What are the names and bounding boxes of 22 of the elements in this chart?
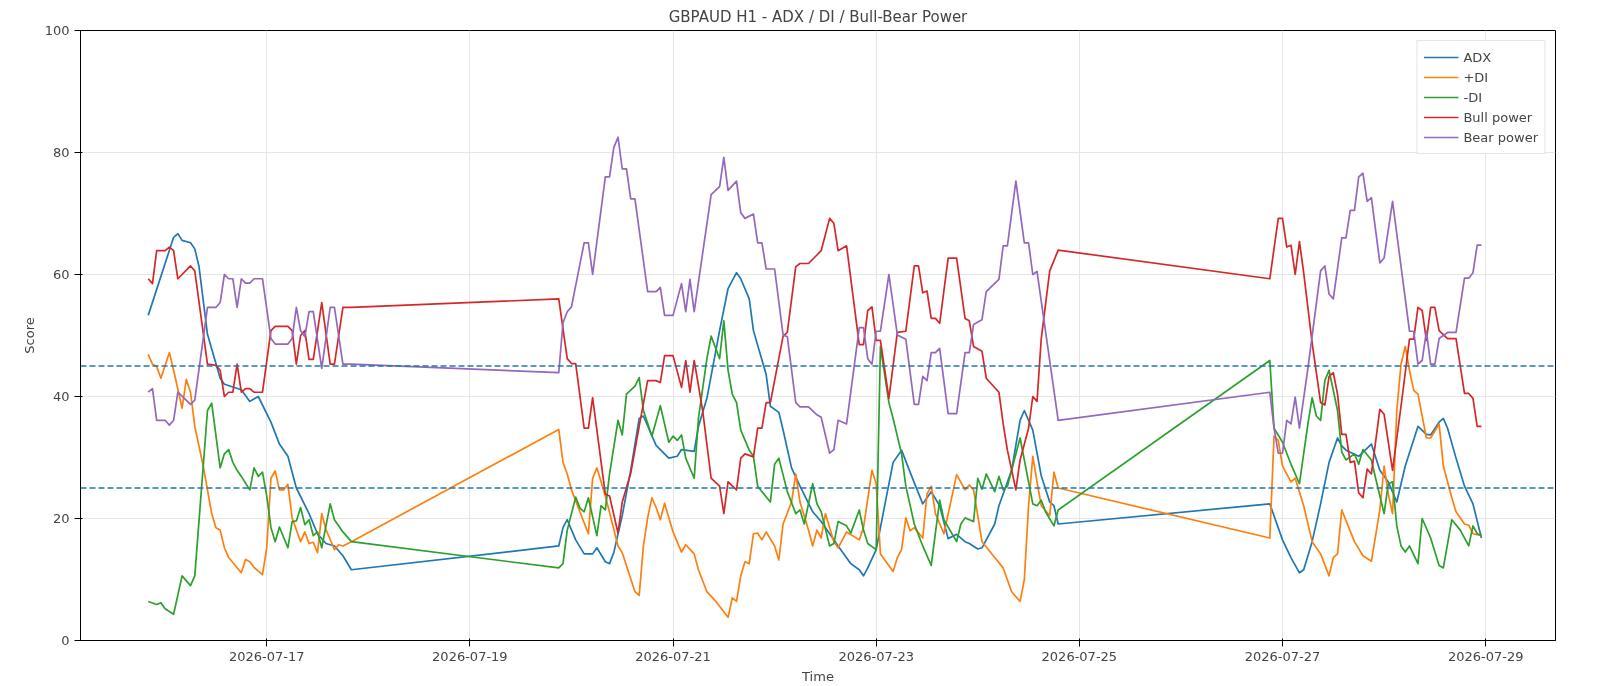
y-tick-label: 0: [61, 633, 70, 648]
y-tick-label: 100: [44, 23, 70, 38]
legend-label: Bull power: [1463, 109, 1533, 125]
line-series: [147, 217, 1483, 534]
x-tick-label: 2026-07-19: [432, 648, 508, 664]
y-tick-label: 80: [52, 145, 70, 160]
y-tick-label: 20: [52, 511, 70, 526]
legend-label: ADX: [1463, 49, 1492, 65]
x-tick-label: 2026-07-29: [1447, 648, 1524, 664]
legend-label: -DI: [1463, 89, 1483, 105]
x-tick-label: 2026-07-25: [1041, 648, 1118, 664]
y-tick-label: 40: [52, 389, 70, 404]
x-axis-title: Time: [801, 668, 834, 684]
x-tick-label: 2026-07-27: [1244, 648, 1321, 664]
chart-title: GBPAUD H1 - ADX / DI / Bull-Bear Power: [668, 7, 969, 26]
x-tick-label: 2026-07-21: [635, 648, 711, 664]
y-tick-label: 60: [52, 267, 70, 282]
legend-label: +DI: [1463, 69, 1489, 85]
x-tick-label: 2026-07-23: [838, 648, 914, 664]
legend-label: Bear power: [1463, 129, 1538, 145]
y-axis-title: Score: [21, 317, 37, 354]
x-tick-label: 2026-07-17: [228, 648, 305, 664]
